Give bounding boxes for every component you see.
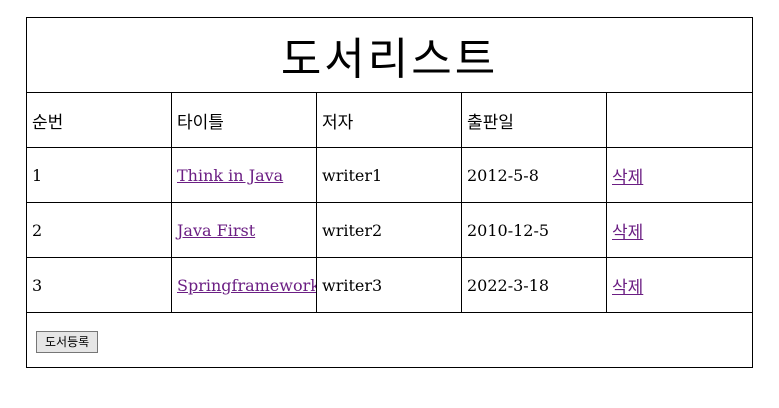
footer-cell: 도서등록 bbox=[25, 312, 754, 368]
table-row: 3 Springframework writer3 2022-3-18 삭제 bbox=[26, 257, 754, 313]
column-header-action bbox=[605, 92, 754, 148]
delete-link[interactable]: 삭제 bbox=[612, 167, 644, 188]
column-header-author: 저자 bbox=[316, 92, 462, 148]
book-author: writer3 bbox=[316, 257, 462, 313]
book-title-cell: Java First bbox=[171, 202, 317, 258]
register-book-button[interactable]: 도서등록 bbox=[36, 330, 99, 353]
book-title-link[interactable]: Think in Java bbox=[177, 165, 284, 185]
book-action-cell: 삭제 bbox=[605, 257, 754, 313]
book-no: 3 bbox=[26, 257, 172, 313]
book-list-table: 도서리스트 순번 타이틀 저자 출판일 1 Think in Java writ… bbox=[25, 17, 754, 368]
page-title: 도서리스트 bbox=[280, 34, 499, 85]
column-header-no: 순번 bbox=[26, 92, 172, 148]
book-title-link[interactable]: Java First bbox=[177, 220, 256, 240]
table-row: 2 Java First writer2 2010-12-5 삭제 bbox=[26, 202, 754, 258]
book-title-cell: Think in Java bbox=[171, 147, 317, 203]
book-published: 2010-12-5 bbox=[461, 202, 607, 258]
table-row: 1 Think in Java writer1 2012-5-8 삭제 bbox=[26, 147, 754, 203]
footer-row: 도서등록 bbox=[25, 312, 754, 368]
title-row: 도서리스트 bbox=[25, 17, 754, 93]
book-title-link[interactable]: Springframework bbox=[177, 275, 317, 295]
delete-link[interactable]: 삭제 bbox=[612, 277, 644, 298]
column-header-published: 출판일 bbox=[461, 92, 607, 148]
book-action-cell: 삭제 bbox=[605, 147, 754, 203]
title-cell: 도서리스트 bbox=[25, 17, 754, 93]
book-author: writer2 bbox=[316, 202, 462, 258]
table-header-row: 순번 타이틀 저자 출판일 bbox=[26, 92, 754, 148]
book-title-cell: Springframework bbox=[171, 257, 317, 313]
book-action-cell: 삭제 bbox=[605, 202, 754, 258]
delete-link[interactable]: 삭제 bbox=[612, 222, 644, 243]
column-header-title: 타이틀 bbox=[171, 92, 317, 148]
book-no: 2 bbox=[26, 202, 172, 258]
book-author: writer1 bbox=[316, 147, 462, 203]
book-published: 2012-5-8 bbox=[461, 147, 607, 203]
book-published: 2022-3-18 bbox=[461, 257, 607, 313]
book-no: 1 bbox=[26, 147, 172, 203]
